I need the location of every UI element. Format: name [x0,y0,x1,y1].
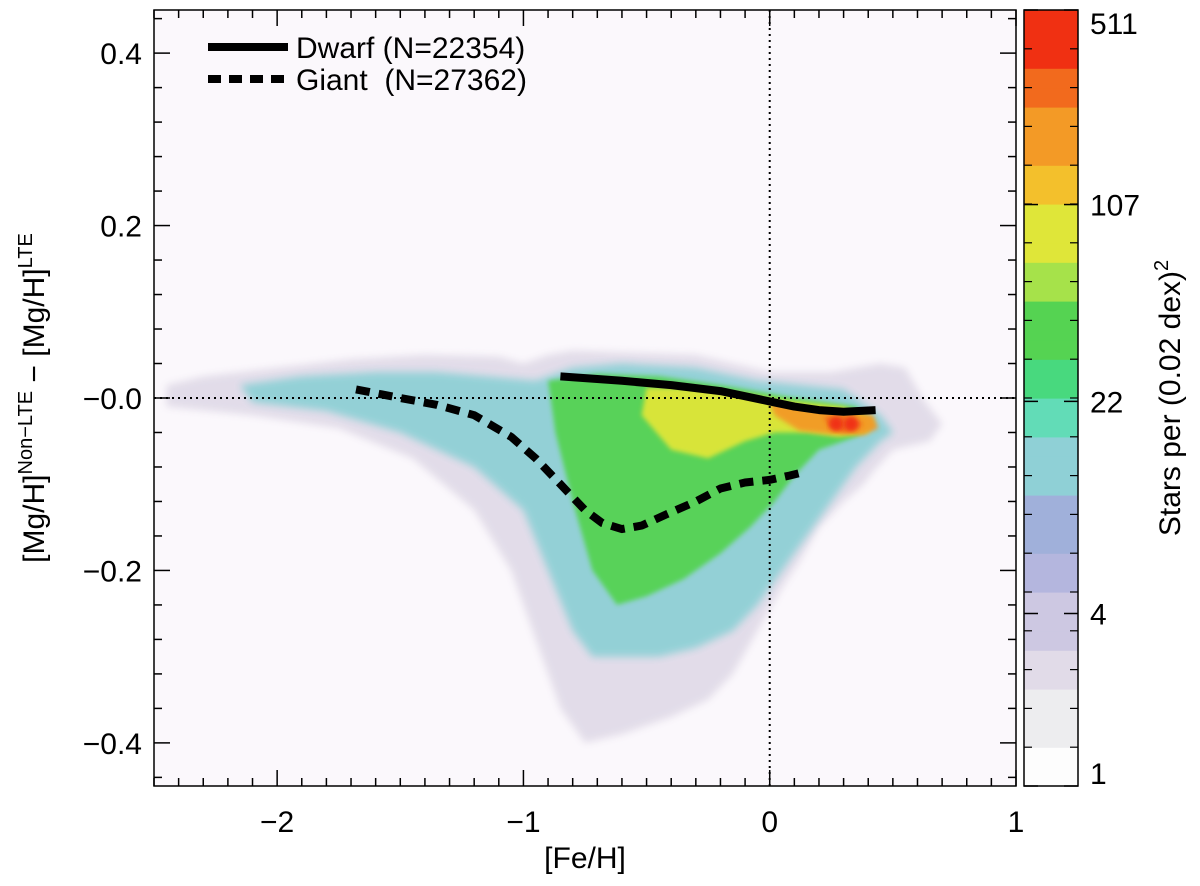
colorbar-band [1024,727,1078,748]
colorbar-tick-label: 4 [1090,599,1107,632]
colorbar-band [1024,204,1078,224]
series-lines [355,372,876,534]
y-tick-labels: 0.4 0.2 −0.0 −0.2 −0.4 [83,38,142,761]
colorbar-band [1024,592,1078,612]
colorbar-tick-labels: 1 4 22 107 511 [1090,8,1140,791]
colorbar-band [1024,68,1078,89]
y-axis-title-sup2: LTE [15,233,37,268]
colorbar-band [1024,242,1078,263]
density-map [166,350,943,743]
colorbar-title: Stars per (0.02 dex)2 [1151,260,1187,536]
x-tick-label: −2 [260,806,294,839]
colorbar-band [1024,630,1078,651]
colorbar [1024,10,1078,787]
axis-ticks [153,10,1017,786]
colorbar-band [1024,184,1078,205]
colorbar-band [1024,766,1078,787]
colorbar-band [1024,48,1078,69]
colorbar-tick-label: 1 [1090,758,1107,791]
density-region-3 [641,387,874,459]
y-axis-title-part1: [Mg/H] [18,474,51,562]
colorbar-band [1024,747,1078,768]
legend-dwarf-label: Dwarf (N=22354) [296,32,525,65]
colorbar-tick-label: 22 [1090,386,1123,419]
colorbar-band [1024,708,1078,729]
colorbar-band [1024,165,1078,186]
x-tick-label: −1 [506,806,540,839]
y-tick-label: −0.4 [83,728,142,761]
colorbar-band [1024,223,1078,244]
legend: Dwarf (N=22354) Giant (N=27362) [208,32,527,97]
x-tick-label: 0 [761,806,778,839]
series-line-giant [355,385,808,534]
colorbar-band [1024,281,1078,302]
colorbar-band [1024,320,1078,341]
y-tick-label: −0.2 [83,555,142,588]
colorbar-band [1024,262,1078,283]
x-tick-labels: −2 −1 0 1 [260,806,1024,839]
y-axis-title-part2: [Mg/H] [18,268,51,356]
colorbar-tick-label: 511 [1090,8,1138,41]
colorbar-band [1024,145,1078,166]
colorbar-band [1024,572,1078,593]
colorbar-band [1024,689,1078,709]
colorbar-band [1024,436,1078,457]
density-peak-0 [829,416,844,431]
y-tick-label: −0.0 [83,383,142,416]
colorbar-band [1024,533,1078,554]
colorbar-title-sup: 2 [1151,260,1173,271]
colorbar-band [1024,359,1078,380]
colorbar-band [1024,650,1078,671]
colorbar-band [1024,126,1078,147]
colorbar-band [1024,611,1078,632]
y-axis-title-mid: − [18,357,51,391]
colorbar-band [1024,669,1078,690]
colorbar-band [1024,107,1078,127]
colorbar-band [1024,553,1078,574]
colorbar-title-text: Stars per (0.02 dex) [1154,271,1187,536]
colorbar-band [1024,514,1078,535]
colorbar-band [1024,378,1078,399]
colorbar-band [1024,339,1078,360]
colorbar-band [1024,417,1078,438]
colorbar-band [1024,456,1078,477]
colorbar-tick-label: 107 [1090,190,1140,223]
density-peak-1 [844,416,858,431]
colorbar-band [1024,495,1078,515]
y-axis-title: [Mg/H]Non−LTE − [Mg/H]LTE [15,233,51,563]
colorbar-band [1024,475,1078,496]
legend-giant-label: Giant (N=27362) [296,64,527,97]
x-axis-title: [Fe/H] [544,842,626,875]
series-line-dwarf [560,372,876,416]
y-tick-label: 0.2 [100,211,142,244]
colorbar-band [1024,29,1078,50]
colorbar-band [1024,301,1078,321]
colorbar-band [1024,10,1078,30]
colorbar-band [1024,87,1078,108]
colorbar-band [1024,398,1078,418]
y-tick-label: 0.4 [100,38,142,71]
colorbar-ticks [1024,9,1078,787]
x-tick-label: 1 [1008,806,1025,839]
y-axis-title-sup1: Non−LTE [15,391,37,475]
